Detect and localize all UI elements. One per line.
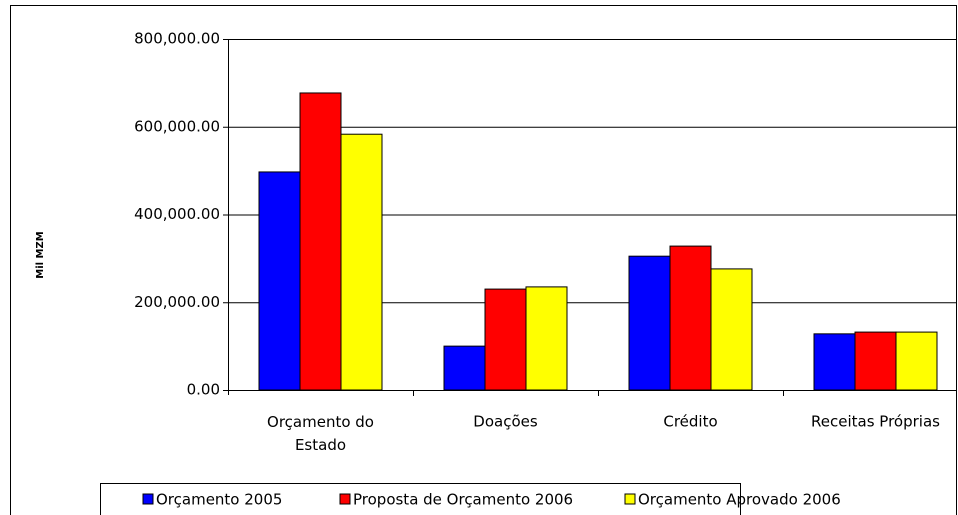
legend-swatch bbox=[624, 493, 636, 505]
x-tick-label: Orçamento do Estado bbox=[267, 413, 374, 454]
y-tick-label: 600,000.00 bbox=[134, 117, 220, 135]
legend-label: Orçamento 2005 bbox=[156, 491, 282, 509]
x-tick-label: Crédito bbox=[663, 413, 717, 431]
bar bbox=[628, 255, 671, 391]
y-tick-label: 0.00 bbox=[187, 381, 220, 399]
bar bbox=[669, 245, 712, 391]
legend-swatch bbox=[339, 493, 351, 505]
y-tick-label: 200,000.00 bbox=[134, 293, 220, 311]
chart-border bbox=[10, 5, 957, 515]
y-tick-label: 400,000.00 bbox=[134, 205, 220, 223]
bar bbox=[854, 331, 897, 391]
bar bbox=[813, 333, 856, 391]
bar bbox=[443, 345, 486, 391]
bar bbox=[710, 268, 753, 391]
legend-label: Orçamento Aprovado 2006 bbox=[638, 491, 841, 509]
bar bbox=[525, 286, 568, 391]
bar bbox=[895, 331, 938, 391]
legend-swatch bbox=[142, 493, 154, 505]
y-axis-label: Mil MZM bbox=[35, 231, 46, 278]
bar bbox=[340, 133, 383, 391]
x-tick-label: Doações bbox=[473, 413, 538, 431]
bar bbox=[258, 171, 301, 391]
x-tick-label: Receitas Próprias bbox=[811, 413, 940, 431]
bar bbox=[299, 92, 342, 391]
bar bbox=[484, 288, 527, 391]
y-tick-label: 800,000.00 bbox=[134, 30, 220, 48]
legend-label: Proposta de Orçamento 2006 bbox=[353, 491, 573, 509]
